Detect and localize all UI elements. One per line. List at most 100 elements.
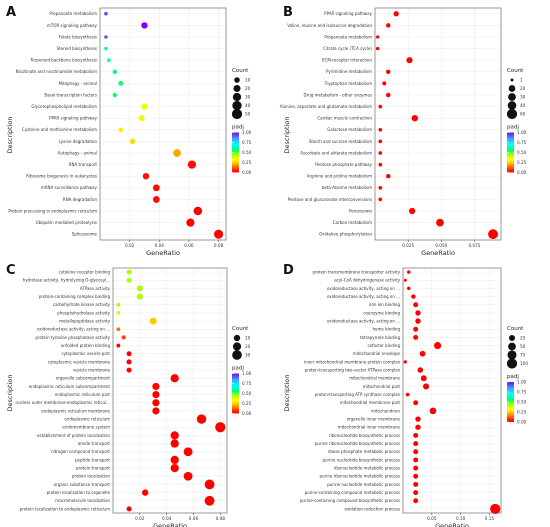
x-tick-label: 0.050 — [435, 243, 447, 248]
x-tick-label: 0.025 — [402, 243, 414, 248]
size-legend-title: Count — [507, 68, 524, 74]
panels-group: A Propanoate metabolism mTOR signaling pat… — [6, 5, 528, 527]
data-point — [196, 414, 207, 424]
y-tick-label: Cardiac muscle contraction — [317, 116, 372, 121]
y-tick-label: Oxidative phosphorylation — [319, 232, 372, 237]
color-legend-title: padj — [232, 125, 244, 131]
data-point — [170, 463, 179, 473]
y-tick-label: Ubiquitin mediated proteolysis — [36, 220, 97, 225]
y-tick-label: vesicle membrane — [73, 367, 110, 372]
data-point — [413, 432, 419, 438]
data-point — [382, 81, 387, 86]
color-legend-label: 0.50 — [517, 150, 527, 155]
plot-frame — [99, 7, 227, 241]
color-legend-bar — [232, 373, 239, 414]
size-legend-label: 40 — [520, 103, 526, 108]
data-point — [104, 35, 108, 39]
y-axis-label: Description — [6, 116, 14, 153]
data-point — [413, 473, 419, 479]
color-legend-label: 0.50 — [242, 150, 252, 155]
y-tick-label: Cysteine and methionine metabolism — [22, 127, 97, 132]
size-legend-key — [508, 85, 516, 92]
y-tick-label: purine nucleotide biosynthetic process — [322, 457, 400, 462]
color-legend-label: 0.75 — [517, 140, 527, 145]
color-legend-label: 0.50 — [517, 400, 527, 405]
data-point — [378, 197, 383, 202]
size-legend-key — [232, 92, 242, 102]
color-legend-label: 1.00 — [242, 130, 252, 135]
size-legend-key — [232, 342, 242, 351]
y-tick-label: protein localization — [72, 474, 111, 479]
y-tick-label: beta-Alanine metabolism — [322, 185, 372, 190]
data-point — [152, 390, 160, 399]
y-tick-label: Citrate cycle (TCA cycle) — [323, 46, 372, 51]
y-tick-label: mitochondrial envelope — [353, 351, 401, 356]
y-tick-label: hydrolase activity, hydrolyzing O-glycos… — [23, 278, 110, 283]
x-tick-label: 0.08 — [216, 516, 226, 521]
data-point — [136, 293, 143, 300]
data-point — [183, 471, 193, 481]
y-tick-label: peptide transport — [75, 457, 110, 462]
data-point — [411, 114, 418, 122]
y-tick-label: Arginine and proline metabolism — [307, 174, 372, 179]
data-point — [204, 479, 215, 490]
x-tick-label: 0.06 — [189, 516, 199, 521]
y-tick-label: Galactose metabolism — [327, 127, 372, 132]
y-tick-label: purine-containing compound metabolic pro… — [305, 490, 400, 495]
data-point — [415, 416, 421, 422]
data-point — [214, 229, 224, 239]
size-legend: Count 10 20 30 — [232, 326, 251, 360]
size-legend-key — [508, 93, 516, 101]
x-tick-label: 0.075 — [468, 243, 480, 248]
size-legend-label: 60 — [520, 112, 526, 117]
y-tick-label: Autophagy - animal — [58, 150, 97, 155]
data-point — [429, 407, 437, 415]
data-point — [415, 424, 421, 430]
data-point — [152, 382, 160, 391]
color-legend-label: 0.00 — [517, 170, 527, 175]
x-axis-label: GeneRatio — [146, 249, 180, 257]
data-point — [170, 455, 179, 465]
color-legend-bar — [507, 132, 514, 173]
panel-label: D — [283, 263, 294, 278]
color-legend-label: 1.00 — [517, 380, 527, 385]
x-tick-label: 0.05 — [427, 516, 437, 521]
data-point — [215, 422, 226, 433]
y-tick-label: Nicotinate and nicotinamide metabolism — [16, 69, 97, 74]
size-legend-label: 10 — [245, 78, 251, 83]
y-tick-label: mitochondrial inner membrane — [338, 425, 401, 430]
data-point — [386, 69, 391, 75]
y-tick-label: Basal transcription factors — [44, 92, 97, 97]
size-legend-key — [510, 78, 514, 82]
plot-area — [100, 8, 226, 240]
y-tick-label: nitrogen compound transport — [51, 449, 110, 454]
y-tick-label: Alanine, aspartate and glutamate metabol… — [280, 104, 372, 109]
y-axis-label: Description — [283, 116, 291, 153]
y-tick-label: mitochondrion — [371, 408, 400, 413]
y-tick-label: Valine, leucine and isoleucine degradati… — [287, 23, 372, 28]
color-legend-label: 0.00 — [242, 170, 252, 175]
plot-area — [113, 268, 227, 513]
panel-label: B — [283, 5, 293, 20]
y-tick-label: protein transport — [76, 465, 110, 470]
data-point — [413, 441, 419, 447]
color-legend-label: 0.25 — [242, 401, 252, 406]
y-tick-label: proton-transporting ATP synthase complex — [315, 392, 401, 397]
y-tick-label: Mitophagy - animal — [58, 81, 97, 86]
data-point — [415, 310, 421, 316]
data-point — [170, 439, 179, 448]
data-point — [378, 127, 383, 132]
plot-area — [403, 268, 501, 513]
y-tick-label: coenzyme binding — [363, 310, 400, 315]
y-tick-label: Steroid biosynthesis — [57, 46, 97, 51]
data-point — [112, 92, 117, 98]
y-tick-label: Pentose and glucuronate interconversions — [288, 197, 372, 202]
data-point — [116, 310, 121, 315]
data-point — [126, 351, 132, 357]
color-legend-label: 0.25 — [517, 410, 527, 415]
y-tick-label: PPAR signaling pathway — [324, 11, 372, 16]
data-point — [104, 12, 108, 16]
